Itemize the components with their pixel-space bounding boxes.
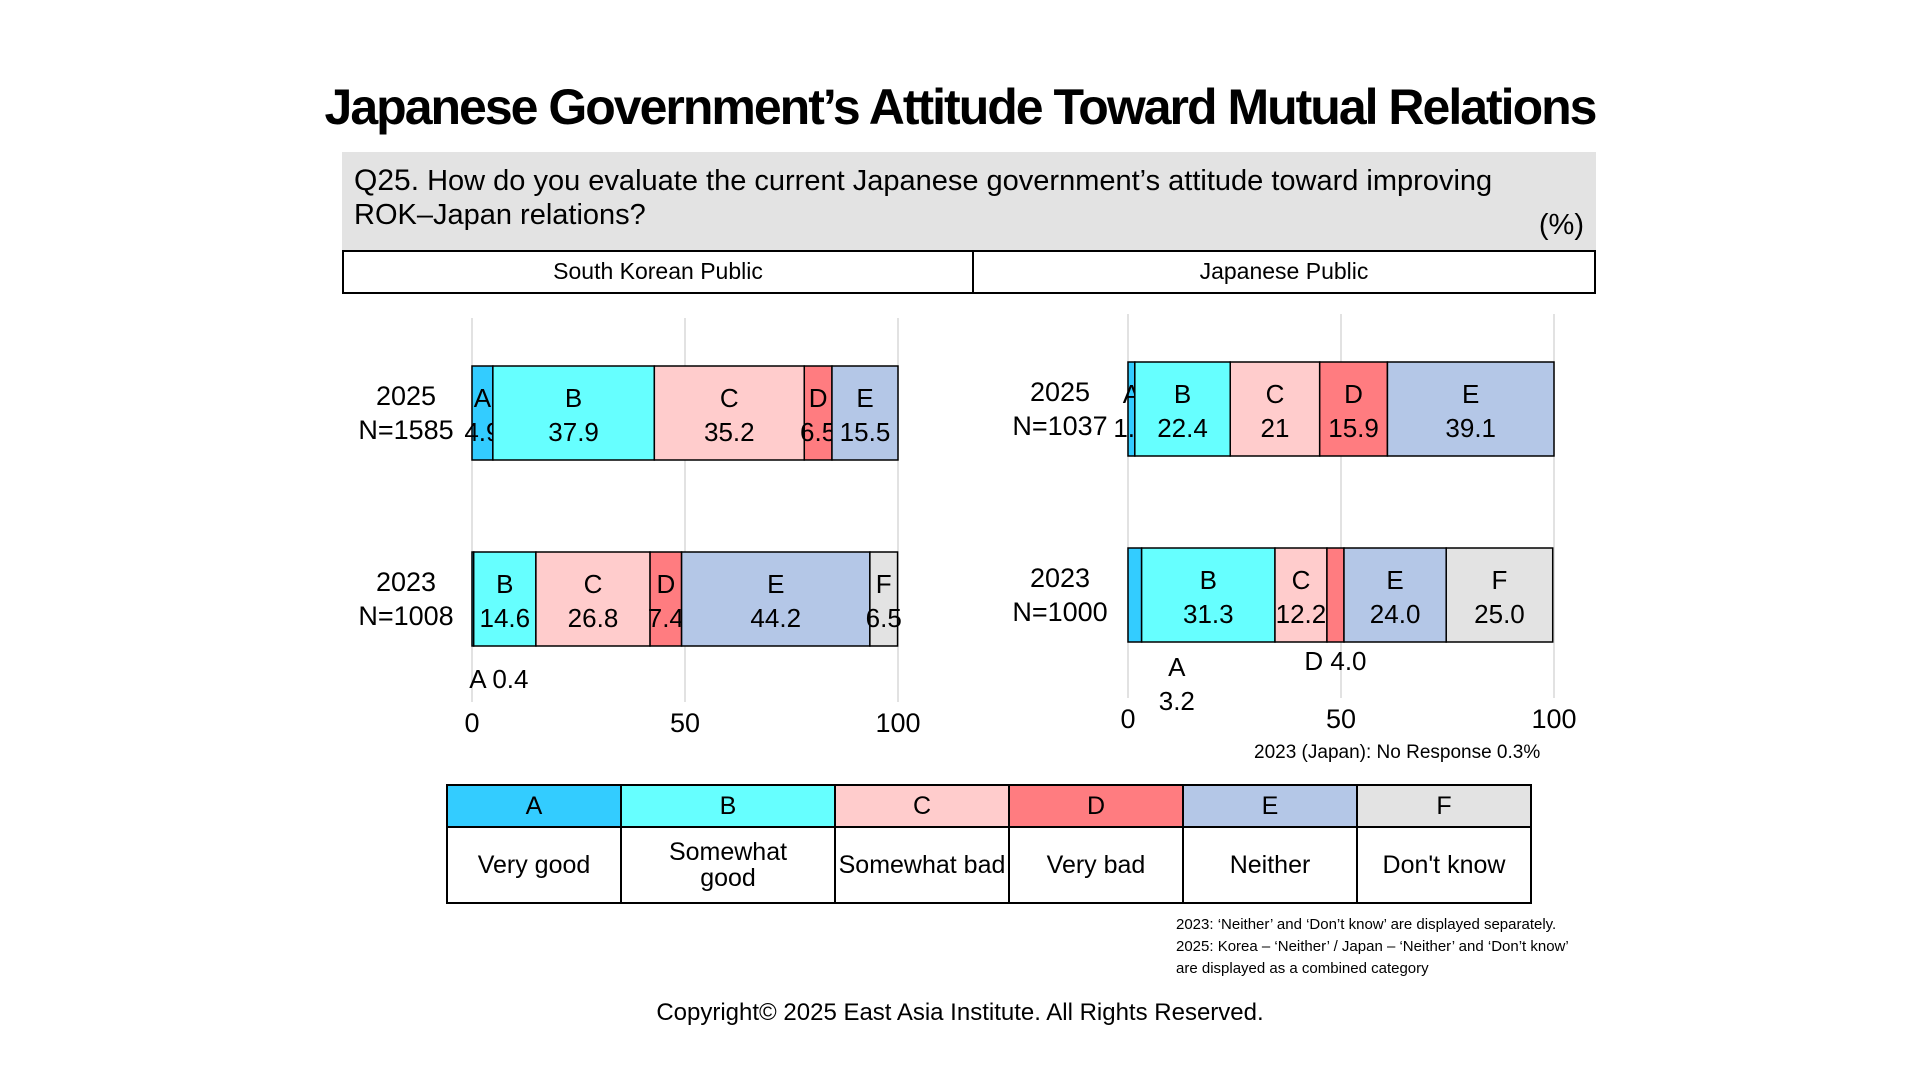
segment-key-label: B (565, 383, 582, 413)
segment-value-label: 44.2 (750, 603, 801, 633)
stacked-bar-charts: 0 50 1002025N=1585A4.9B37.9C35.2D6.5E15.52… (358, 314, 1577, 738)
segment-label-outside: D 4.0 (1304, 646, 1366, 676)
segment-key-label: D (809, 383, 828, 413)
legend-label-e: Neither (1182, 826, 1358, 904)
segment-key-label: D (656, 569, 675, 599)
bar-segment-c (535, 551, 651, 647)
legend-key-d: D (1008, 784, 1184, 828)
legend-key-b: B (620, 784, 836, 828)
segment-value-label: 6.5 (800, 417, 836, 447)
legend-label-a: Very good (446, 826, 622, 904)
bar-n-label: N=1585 (358, 415, 453, 445)
legend: A B C D E F Very good Somewhat good Some… (446, 784, 1532, 904)
legend-label-f: Don't know (1356, 826, 1532, 904)
footnote-line-1: 2023: ‘Neither’ and ‘Don’t know’ are dis… (1176, 916, 1557, 933)
legend-key-a: A (446, 784, 622, 828)
segment-value-label: 39.1 (1445, 413, 1496, 443)
x-tick-label: 100 (1531, 704, 1576, 734)
korea-panel-header: South Korean Public (342, 250, 974, 294)
segment-value-label: 14.6 (479, 603, 530, 633)
bar-segment-d (803, 365, 833, 461)
bar-segment-b (1134, 361, 1231, 457)
legend-label-row: Very good Somewhat good Somewhat bad Ver… (446, 826, 1532, 904)
bar-segment-d (1318, 361, 1389, 457)
segment-label-outside: A (1168, 652, 1186, 682)
legend-label-c: Somewhat bad (834, 826, 1010, 904)
legend-key-e: E (1182, 784, 1358, 828)
segment-key-label: F (876, 569, 892, 599)
segment-key-label: A (474, 383, 492, 413)
x-tick-label: 100 (875, 708, 920, 738)
segment-key-label: C (720, 383, 739, 413)
unit-label: (%) (1538, 209, 1584, 241)
bar-segment-f (1445, 547, 1554, 643)
footnote-line-3: are displayed as a combined category (1176, 960, 1429, 977)
bar-segment-d (1326, 547, 1345, 643)
segment-key-label: F (1492, 565, 1508, 595)
segment-value-label: 25.0 (1474, 599, 1525, 629)
segment-label-outside: 3.2 (1159, 686, 1195, 716)
bar-year-label: 2023 (376, 567, 436, 597)
legend-key-row: A B C D E F (446, 784, 1532, 828)
bar-segment-f (869, 551, 899, 647)
bar-segment-e (1343, 547, 1447, 643)
segment-value-label: 21 (1261, 413, 1290, 443)
legend-key-f: F (1356, 784, 1532, 828)
copyright: Copyright© 2025 East Asia Institute. All… (656, 999, 1264, 1026)
segment-label-outside: A 0.4 (469, 664, 528, 694)
question-box: Q25. How do you evaluate the current Jap… (342, 152, 1596, 250)
legend-label-d: Very bad (1008, 826, 1184, 904)
footnotes: 2023: ‘Neither’ and ‘Don’t know’ are dis… (1176, 914, 1569, 980)
no-response-note: 2023 (Japan): No Response 0.3% (1254, 742, 1541, 763)
segment-value-label: 35.2 (704, 417, 755, 447)
japan-panel-header: Japanese Public (972, 250, 1596, 294)
segment-value-label: 31.3 (1183, 599, 1234, 629)
bar-segment-c (653, 365, 806, 461)
segment-value-label: 22.4 (1157, 413, 1208, 443)
segment-value-label: 37.9 (548, 417, 599, 447)
x-tick-label: 50 (670, 708, 700, 738)
segment-value-label: 7.4 (648, 603, 684, 633)
bar-segment-e (1386, 361, 1555, 457)
bar-year-label: 2025 (376, 381, 436, 411)
segment-key-label: B (496, 569, 513, 599)
segment-key-label: E (767, 569, 784, 599)
legend-label-b: Somewhat good (620, 826, 836, 904)
bar-year-label: 2025 (1030, 377, 1090, 407)
segment-key-label: D (1344, 379, 1363, 409)
bar-n-label: N=1000 (1012, 597, 1107, 627)
footnote-line-2: 2025: Korea – ‘Neither’ / Japan – ‘Neith… (1176, 938, 1569, 955)
x-tick-label: 0 (464, 708, 479, 738)
bar-segment-e (680, 551, 871, 647)
bar-segment-b (1140, 547, 1276, 643)
segment-value-label: 12.2 (1276, 599, 1327, 629)
segment-key-label: B (1174, 379, 1191, 409)
segment-key-label: C (584, 569, 603, 599)
question-number: Q25. (354, 164, 420, 197)
bar-year-label: 2023 (1030, 563, 1090, 593)
bar-segment-b (492, 365, 656, 461)
segment-key-label: E (856, 383, 873, 413)
x-tick-label: 50 (1326, 704, 1356, 734)
segment-key-label: C (1266, 379, 1285, 409)
segment-value-label: 15.9 (1328, 413, 1379, 443)
segment-value-label: 15.5 (840, 417, 891, 447)
bar-segment-a (1127, 547, 1143, 643)
segment-value-label: 6.5 (866, 603, 902, 633)
segment-key-label: E (1462, 379, 1479, 409)
bar-n-label: N=1008 (358, 601, 453, 631)
bar-segment-e (831, 365, 899, 461)
segment-key-label: C (1292, 565, 1311, 595)
legend-key-c: C (834, 784, 1010, 828)
segment-key-label: E (1386, 565, 1403, 595)
question-text-block: Q25. How do you evaluate the current Jap… (354, 164, 1514, 232)
bar-n-label: N=1037 (1012, 411, 1107, 441)
segment-value-label: 26.8 (568, 603, 619, 633)
bar-segment-d (649, 551, 683, 647)
x-tick-label: 0 (1120, 704, 1135, 734)
segment-key-label: B (1200, 565, 1217, 595)
page-title: Japanese Government’s Attitude Toward Mu… (324, 79, 1598, 135)
segment-value-label: 24.0 (1370, 599, 1421, 629)
question-text: How do you evaluate the current Japanese… (354, 165, 1493, 231)
